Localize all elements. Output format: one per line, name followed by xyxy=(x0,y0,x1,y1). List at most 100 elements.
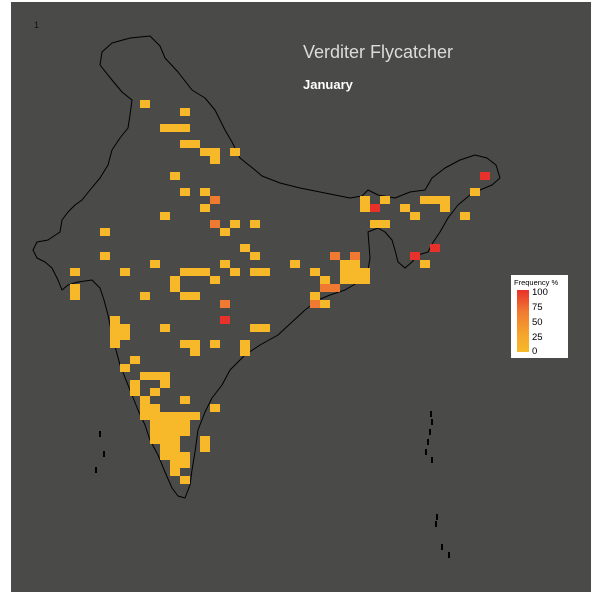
frequency-cell xyxy=(190,412,200,420)
frequency-cell xyxy=(330,252,340,260)
frequency-cell xyxy=(180,124,190,132)
frequency-cell xyxy=(150,420,160,428)
legend-tick-75: 75 xyxy=(532,302,543,313)
frequency-cell xyxy=(170,276,180,284)
frequency-cell xyxy=(480,172,490,180)
page-number: 1 xyxy=(34,20,40,30)
legend-tick-25: 25 xyxy=(532,332,543,343)
frequency-cell xyxy=(100,228,110,236)
frequency-cell xyxy=(380,220,390,228)
frequency-cell xyxy=(140,100,150,108)
frequency-cell xyxy=(370,220,380,228)
frequency-cell xyxy=(250,268,260,276)
island-mark xyxy=(99,431,101,437)
frequency-cell xyxy=(190,348,200,356)
frequency-cell xyxy=(310,268,320,276)
frequency-cell xyxy=(200,436,210,444)
frequency-cell xyxy=(260,324,270,332)
frequency-cell xyxy=(110,332,120,340)
frequency-cell xyxy=(350,252,360,260)
frequency-cell xyxy=(170,436,180,444)
frequency-cell xyxy=(190,340,200,348)
frequency-cell xyxy=(380,196,390,204)
island-mark xyxy=(425,449,427,455)
frequency-cell xyxy=(360,268,370,276)
frequency-cell xyxy=(160,324,170,332)
frequency-cell xyxy=(160,420,170,428)
frequency-cell xyxy=(250,252,260,260)
frequency-cell xyxy=(70,268,80,276)
frequency-cell xyxy=(160,124,170,132)
frequency-cell xyxy=(240,348,250,356)
legend-color-bar xyxy=(517,290,529,352)
india-map xyxy=(11,2,591,592)
frequency-cell xyxy=(260,268,270,276)
frequency-cell xyxy=(150,436,160,444)
frequency-cell xyxy=(180,268,190,276)
frequency-cell xyxy=(180,452,190,460)
frequency-cell xyxy=(290,260,300,268)
island-mark xyxy=(95,467,97,473)
frequency-cell xyxy=(170,420,180,428)
frequency-cell xyxy=(180,476,190,484)
frequency-cell xyxy=(410,212,420,220)
frequency-cell xyxy=(340,260,350,268)
frequency-cell xyxy=(400,204,410,212)
frequency-cell xyxy=(220,228,230,236)
frequency-cell xyxy=(140,292,150,300)
frequency-cell xyxy=(160,380,170,388)
frequency-cell xyxy=(150,372,160,380)
frequency-cell xyxy=(310,300,320,308)
frequency-cell xyxy=(190,268,200,276)
frequency-cell xyxy=(120,364,130,372)
frequency-cell xyxy=(350,276,360,284)
frequency-cell xyxy=(410,252,420,260)
frequency-cell xyxy=(210,220,220,228)
frequency-cell xyxy=(190,140,200,148)
frequency-cell xyxy=(250,324,260,332)
frequency-cell xyxy=(360,204,370,212)
frequency-cell xyxy=(170,468,180,476)
frequency-cell xyxy=(200,204,210,212)
frequency-cell xyxy=(180,140,190,148)
frequency-cell xyxy=(160,452,170,460)
frequency-cell xyxy=(200,188,210,196)
map-panel xyxy=(11,2,591,592)
frequency-cell xyxy=(470,188,480,196)
frequency-cell xyxy=(170,412,180,420)
legend-tick-0: 0 xyxy=(532,346,538,357)
island-mark xyxy=(441,544,443,550)
frequency-cell xyxy=(180,460,190,468)
island-mark xyxy=(427,439,429,445)
frequency-cell xyxy=(350,260,360,268)
frequency-cell xyxy=(120,324,130,332)
frequency-cell xyxy=(230,220,240,228)
frequency-cell xyxy=(210,148,220,156)
frequency-cell xyxy=(200,444,210,452)
frequency-cell xyxy=(210,340,220,348)
frequency-cell xyxy=(240,340,250,348)
frequency-cell xyxy=(150,428,160,436)
frequency-cell xyxy=(110,316,120,324)
frequency-cell xyxy=(160,428,170,436)
frequency-cell xyxy=(360,276,370,284)
frequency-cell xyxy=(120,332,130,340)
frequency-cell xyxy=(440,196,450,204)
legend-tick-100: 100 xyxy=(532,287,548,298)
frequency-cell xyxy=(180,412,190,420)
frequency-cell xyxy=(220,316,230,324)
frequency-cell xyxy=(310,292,320,300)
frequency-cell xyxy=(320,284,330,292)
frequency-cell xyxy=(160,436,170,444)
island-mark xyxy=(431,457,433,463)
frequency-cell xyxy=(370,204,380,212)
frequency-cell xyxy=(240,244,250,252)
frequency-cell xyxy=(440,204,450,212)
frequency-cell xyxy=(150,404,160,412)
frequency-cell xyxy=(140,396,150,404)
frequency-cell xyxy=(110,340,120,348)
frequency-cell xyxy=(320,300,330,308)
frequency-cell xyxy=(140,404,150,412)
island-mark xyxy=(435,521,437,527)
frequency-cell xyxy=(420,260,430,268)
